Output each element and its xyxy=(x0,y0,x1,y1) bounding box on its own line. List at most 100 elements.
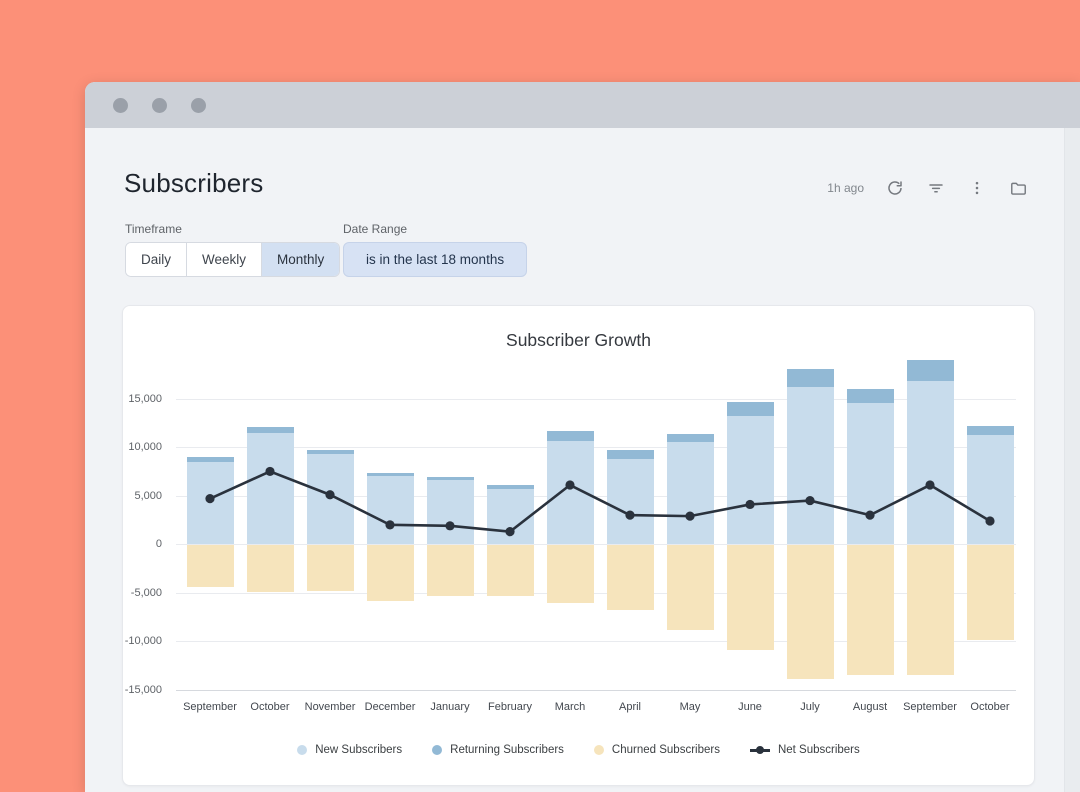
legend-line-marker xyxy=(749,746,770,755)
timeframe-option-monthly[interactable]: Monthly xyxy=(262,243,340,276)
net-point-6 xyxy=(565,480,575,490)
legend-item-returning-subscribers[interactable]: Returning Subscribers xyxy=(432,744,564,756)
bar-churned-12 xyxy=(906,545,954,676)
bar-returning-12 xyxy=(906,359,954,382)
gridline-10000 xyxy=(176,447,1016,449)
x-axis-labels: September October November December January F… xyxy=(176,701,1016,717)
bar-churned-3 xyxy=(366,545,414,601)
chart-title: Subscriber Growth xyxy=(506,330,651,350)
bar-churned-5 xyxy=(486,545,534,596)
bar-new-12 xyxy=(906,381,954,545)
x-axis-label-3: December xyxy=(364,701,416,713)
gridline--5000 xyxy=(176,592,1016,594)
chart-legend: New Subscribers Returning Subscribers Chur… xyxy=(123,744,1034,756)
y-axis-tick: 5,000 xyxy=(134,489,162,502)
bar-returning-2 xyxy=(306,450,354,454)
net-point-2 xyxy=(325,490,335,500)
timeframe-label: Timeframe xyxy=(125,222,182,236)
net-point-1 xyxy=(265,466,275,477)
chart-plot-area: 15,000 10,000 5,000 0 -5,000 -10,000 -15,000 xyxy=(125,350,1016,696)
bar-new-10 xyxy=(786,386,834,545)
legend-swatch xyxy=(593,745,604,755)
x-axis-label-12: September xyxy=(903,701,957,713)
legend-item-net-subscribers[interactable]: Net Subscribers xyxy=(749,744,860,756)
x-axis-label-7: April xyxy=(618,701,642,713)
bar-new-9 xyxy=(726,416,774,545)
bar-new-1 xyxy=(246,432,294,545)
timeframe-option-weekly[interactable]: Weekly xyxy=(187,243,263,276)
bar-returning-3 xyxy=(366,472,414,477)
bar-returning-6 xyxy=(546,430,594,442)
net-point-12 xyxy=(925,480,935,490)
x-axis-label-10: July xyxy=(800,701,820,713)
bar-churned-10 xyxy=(786,545,834,680)
gridline-5000 xyxy=(176,495,1016,497)
net-point-0 xyxy=(205,494,215,504)
bar-new-7 xyxy=(606,458,654,545)
refresh-icon[interactable] xyxy=(885,178,905,198)
bar-returning-13 xyxy=(966,425,1014,436)
bar-returning-4 xyxy=(426,477,474,481)
legend-item-new-subscribers[interactable]: New Subscribers xyxy=(297,744,402,756)
window-control-dot-2[interactable] xyxy=(152,97,167,113)
bar-returning-8 xyxy=(666,433,714,443)
bar-churned-13 xyxy=(966,545,1014,641)
bar-churned-4 xyxy=(426,545,474,596)
legend-label: Returning Subscribers xyxy=(450,744,564,756)
net-point-13 xyxy=(985,516,995,526)
legend-label: New Subscribers xyxy=(315,744,403,756)
x-axis-label-11: August xyxy=(852,701,888,713)
bar-churned-0 xyxy=(186,545,234,588)
bar-churned-8 xyxy=(666,545,714,630)
bar-returning-7 xyxy=(606,450,654,459)
legend-swatch xyxy=(297,745,308,755)
bar-returning-11 xyxy=(846,388,894,404)
app-window: Subscribers 1h ago Timefram xyxy=(85,82,1080,792)
x-axis-label-6: March xyxy=(554,701,586,713)
timeframe-segmented-control: Daily Weekly Monthly xyxy=(125,242,341,277)
date-range-label: Date Range xyxy=(343,222,408,236)
gridline--15000 xyxy=(176,690,1016,691)
legend-label: Net Subscribers xyxy=(777,744,860,756)
bar-returning-9 xyxy=(726,402,774,417)
bar-churned-2 xyxy=(306,545,354,591)
bar-new-11 xyxy=(846,403,894,545)
bar-returning-0 xyxy=(186,457,234,462)
bar-churned-9 xyxy=(726,545,774,651)
toolbar: 1h ago xyxy=(827,176,1028,200)
more-options-icon[interactable] xyxy=(967,178,987,198)
bar-returning-5 xyxy=(486,485,534,489)
y-axis-tick: -10,000 xyxy=(124,635,162,648)
net-point-4 xyxy=(445,521,455,531)
bar-churned-1 xyxy=(246,545,294,592)
net-point-3 xyxy=(385,520,395,530)
x-axis-label-13: October xyxy=(970,701,1010,713)
filter-icon[interactable] xyxy=(926,178,946,198)
legend-label: Churned Subscribers xyxy=(611,744,720,756)
folder-icon[interactable] xyxy=(1008,178,1028,198)
x-axis-label-8: May xyxy=(679,701,701,713)
page-title: Subscribers xyxy=(124,168,264,198)
window-control-dot-1[interactable] xyxy=(113,97,128,113)
x-axis-label-1: October xyxy=(250,701,290,713)
net-point-5 xyxy=(505,527,515,537)
legend-swatch xyxy=(432,745,443,755)
x-axis-label-0: September xyxy=(183,701,237,713)
subscriber-growth-chart-card: Subscriber Growth 15,000 10,000 5,000 0 -5,0… xyxy=(122,305,1035,786)
net-point-9 xyxy=(745,499,755,510)
x-axis-label-4: January xyxy=(430,701,470,713)
window-control-dot-3[interactable] xyxy=(191,97,206,113)
x-axis-label-5: February xyxy=(487,701,533,713)
last-updated-text: 1h ago xyxy=(827,181,864,195)
bar-churned-7 xyxy=(606,545,654,611)
y-axis-tick: 10,000 xyxy=(128,441,162,454)
gridline-15000 xyxy=(176,398,1016,400)
scrollbar[interactable] xyxy=(1064,128,1080,792)
bar-new-13 xyxy=(966,435,1014,545)
x-axis-label-9: June xyxy=(738,701,762,713)
net-point-8 xyxy=(685,511,695,521)
date-range-filter-button[interactable]: is in the last 18 months xyxy=(343,242,528,277)
timeframe-option-daily[interactable]: Daily xyxy=(126,243,188,276)
legend-item-churned-subscribers[interactable]: Churned Subscribers xyxy=(593,744,720,756)
gridline-0 xyxy=(176,544,1016,546)
